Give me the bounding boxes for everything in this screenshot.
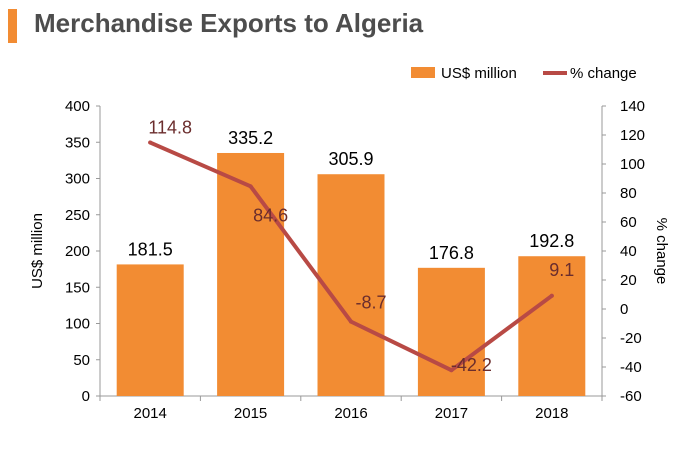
line-value-label: -42.2 xyxy=(451,355,492,375)
x-tick-label: 2017 xyxy=(435,405,468,422)
line-value-label: 9.1 xyxy=(549,260,574,280)
right-tick-label: 20 xyxy=(620,272,637,289)
bar-2016 xyxy=(317,174,385,396)
right-tick-label: 0 xyxy=(620,301,628,318)
legend-line-label: % change xyxy=(570,65,637,82)
right-tick-label: -40 xyxy=(620,359,642,376)
left-tick-label: 100 xyxy=(65,316,90,333)
left-tick-label: 50 xyxy=(73,352,90,369)
bar-value-label: 176.8 xyxy=(429,243,474,263)
left-tick-label: 350 xyxy=(65,134,90,151)
bar-value-label: 305.9 xyxy=(328,149,373,169)
x-tick-label: 2014 xyxy=(134,405,167,422)
bar-2018 xyxy=(518,256,586,396)
x-tick-label: 2016 xyxy=(334,405,367,422)
right-tick-label: 40 xyxy=(620,243,637,260)
pct-change-point-2018 xyxy=(549,293,554,298)
pct-change-point-2015 xyxy=(248,184,253,189)
bar-value-label: 192.8 xyxy=(529,231,574,251)
left-tick-label: 300 xyxy=(65,171,90,188)
pct-change-point-2014 xyxy=(148,140,153,145)
line-value-label: -8.7 xyxy=(355,293,386,313)
title-accent-bar xyxy=(8,9,17,43)
left-tick-label: 150 xyxy=(65,279,90,296)
legend-bar-label: US$ million xyxy=(441,65,517,82)
bar-2015 xyxy=(217,152,285,396)
bar-value-label: 335.2 xyxy=(228,128,273,148)
chart-title: Merchandise Exports to Algeria xyxy=(34,8,424,38)
pct-change-point-2016 xyxy=(349,319,353,324)
y2-axis-title: % change xyxy=(653,218,670,285)
bar-value-label: 181.5 xyxy=(128,239,173,259)
line-value-label: 114.8 xyxy=(148,118,192,138)
y-axis-title: US$ million xyxy=(29,213,46,289)
right-tick-label: 100 xyxy=(620,156,645,173)
bar-2017 xyxy=(417,267,485,396)
left-tick-label: 250 xyxy=(65,207,90,224)
left-tick-label: 200 xyxy=(65,243,90,260)
right-tick-label: -20 xyxy=(620,330,642,347)
right-tick-label: 80 xyxy=(620,185,637,202)
right-tick-label: 60 xyxy=(620,214,637,231)
left-tick-label: 0 xyxy=(82,388,90,405)
line-value-label: 84.6 xyxy=(253,205,288,225)
x-tick-label: 2018 xyxy=(535,405,568,422)
right-tick-label: -60 xyxy=(620,388,642,405)
right-tick-label: 140 xyxy=(620,98,645,115)
right-tick-label: 120 xyxy=(620,127,645,144)
legend-bar-swatch xyxy=(411,67,435,78)
pct-change-point-2017 xyxy=(449,368,454,373)
bar-2014 xyxy=(116,264,184,396)
x-tick-label: 2015 xyxy=(234,405,267,422)
left-tick-label: 400 xyxy=(65,98,90,115)
